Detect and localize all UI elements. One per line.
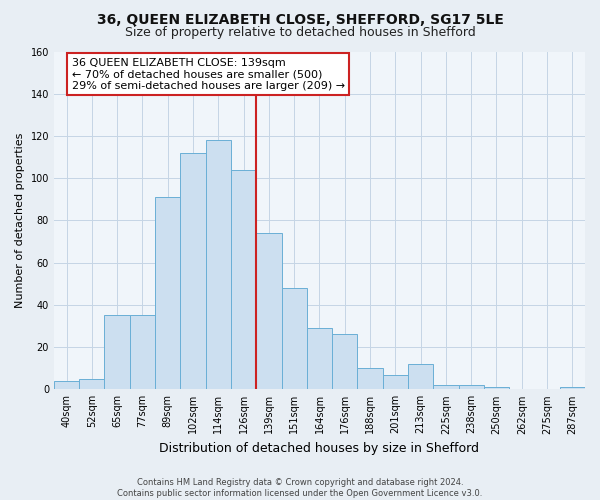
Bar bbox=[560, 387, 585, 390]
Bar bbox=[433, 385, 458, 390]
Bar bbox=[155, 197, 181, 390]
Bar bbox=[231, 170, 256, 390]
Bar bbox=[181, 153, 206, 390]
Bar bbox=[458, 385, 484, 390]
Text: Contains HM Land Registry data © Crown copyright and database right 2024.
Contai: Contains HM Land Registry data © Crown c… bbox=[118, 478, 482, 498]
Bar bbox=[332, 334, 358, 390]
Bar bbox=[256, 233, 281, 390]
Bar bbox=[79, 378, 104, 390]
Bar bbox=[307, 328, 332, 390]
Bar bbox=[358, 368, 383, 390]
Text: 36 QUEEN ELIZABETH CLOSE: 139sqm
← 70% of detached houses are smaller (500)
29% : 36 QUEEN ELIZABETH CLOSE: 139sqm ← 70% o… bbox=[71, 58, 345, 91]
Text: 36, QUEEN ELIZABETH CLOSE, SHEFFORD, SG17 5LE: 36, QUEEN ELIZABETH CLOSE, SHEFFORD, SG1… bbox=[97, 12, 503, 26]
Bar bbox=[130, 316, 155, 390]
Bar bbox=[408, 364, 433, 390]
Bar bbox=[54, 381, 79, 390]
Bar bbox=[206, 140, 231, 390]
Y-axis label: Number of detached properties: Number of detached properties bbox=[15, 132, 25, 308]
Text: Size of property relative to detached houses in Shefford: Size of property relative to detached ho… bbox=[125, 26, 475, 39]
Bar bbox=[383, 374, 408, 390]
Bar bbox=[281, 288, 307, 390]
Bar bbox=[104, 316, 130, 390]
X-axis label: Distribution of detached houses by size in Shefford: Distribution of detached houses by size … bbox=[160, 442, 479, 455]
Bar bbox=[484, 387, 509, 390]
